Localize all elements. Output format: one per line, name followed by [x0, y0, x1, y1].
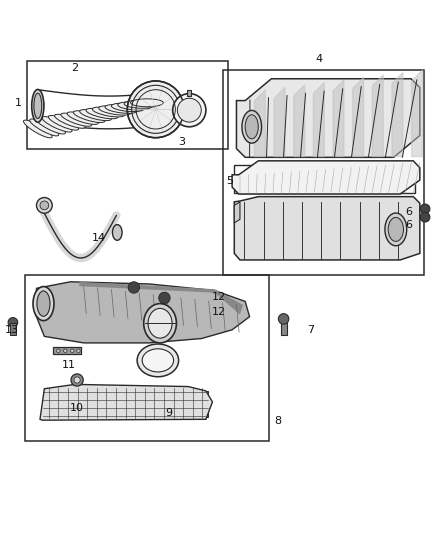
Ellipse shape — [105, 104, 138, 114]
Bar — [27, 61, 228, 149]
Ellipse shape — [242, 110, 261, 143]
Circle shape — [74, 377, 80, 383]
Ellipse shape — [113, 224, 122, 240]
Ellipse shape — [36, 118, 65, 134]
Circle shape — [173, 94, 206, 127]
Ellipse shape — [118, 102, 151, 110]
Ellipse shape — [55, 114, 85, 128]
Ellipse shape — [144, 304, 177, 343]
Text: 8: 8 — [274, 416, 282, 426]
Ellipse shape — [74, 111, 105, 123]
Ellipse shape — [388, 217, 403, 241]
Ellipse shape — [24, 120, 52, 138]
Polygon shape — [35, 282, 250, 343]
Ellipse shape — [80, 110, 112, 120]
Text: 12: 12 — [212, 292, 226, 302]
Circle shape — [57, 349, 60, 352]
Text: 5: 5 — [226, 176, 233, 187]
Bar — [25, 275, 269, 441]
Circle shape — [127, 81, 184, 138]
Ellipse shape — [131, 99, 163, 107]
Circle shape — [71, 349, 74, 352]
Ellipse shape — [32, 90, 44, 122]
Text: 12: 12 — [212, 308, 226, 317]
Text: 14: 14 — [92, 233, 106, 243]
Bar — [223, 70, 424, 275]
Text: 2: 2 — [71, 63, 78, 73]
Ellipse shape — [34, 93, 42, 118]
Polygon shape — [234, 202, 240, 223]
Ellipse shape — [42, 117, 72, 132]
Polygon shape — [79, 282, 243, 314]
Text: 3: 3 — [178, 137, 185, 147]
Circle shape — [36, 198, 52, 213]
Ellipse shape — [111, 103, 144, 111]
Bar — [281, 322, 287, 335]
Ellipse shape — [137, 344, 179, 377]
Ellipse shape — [245, 115, 258, 139]
Text: 1: 1 — [14, 98, 21, 108]
Text: 11: 11 — [61, 360, 75, 370]
Circle shape — [64, 349, 67, 352]
Ellipse shape — [30, 119, 59, 136]
Polygon shape — [234, 197, 420, 260]
Ellipse shape — [385, 213, 407, 246]
Polygon shape — [40, 384, 212, 420]
Circle shape — [420, 212, 430, 222]
Circle shape — [77, 349, 80, 352]
Text: 6: 6 — [406, 220, 413, 230]
Ellipse shape — [33, 287, 54, 321]
Ellipse shape — [148, 309, 172, 338]
Ellipse shape — [86, 108, 118, 119]
Text: 9: 9 — [165, 408, 172, 418]
Text: 4: 4 — [316, 54, 323, 64]
Bar — [187, 90, 191, 96]
Circle shape — [128, 282, 140, 293]
Circle shape — [279, 313, 289, 324]
Ellipse shape — [61, 113, 92, 126]
Circle shape — [40, 201, 49, 210]
Bar — [53, 348, 81, 354]
Circle shape — [159, 292, 170, 304]
Polygon shape — [237, 79, 420, 157]
Text: 7: 7 — [307, 325, 314, 335]
Ellipse shape — [37, 291, 50, 316]
Ellipse shape — [48, 116, 79, 130]
Text: 10: 10 — [70, 403, 84, 414]
Bar — [46, 391, 208, 417]
Circle shape — [8, 318, 18, 327]
Text: 13: 13 — [5, 325, 18, 335]
Ellipse shape — [92, 107, 124, 117]
Bar — [11, 323, 15, 335]
Circle shape — [71, 374, 83, 386]
Ellipse shape — [124, 100, 157, 108]
Ellipse shape — [142, 349, 173, 372]
Ellipse shape — [99, 106, 131, 115]
Bar — [234, 165, 416, 193]
Polygon shape — [232, 161, 420, 194]
Ellipse shape — [67, 112, 99, 124]
Text: 6: 6 — [406, 207, 413, 217]
Circle shape — [420, 204, 430, 214]
Circle shape — [177, 98, 201, 122]
